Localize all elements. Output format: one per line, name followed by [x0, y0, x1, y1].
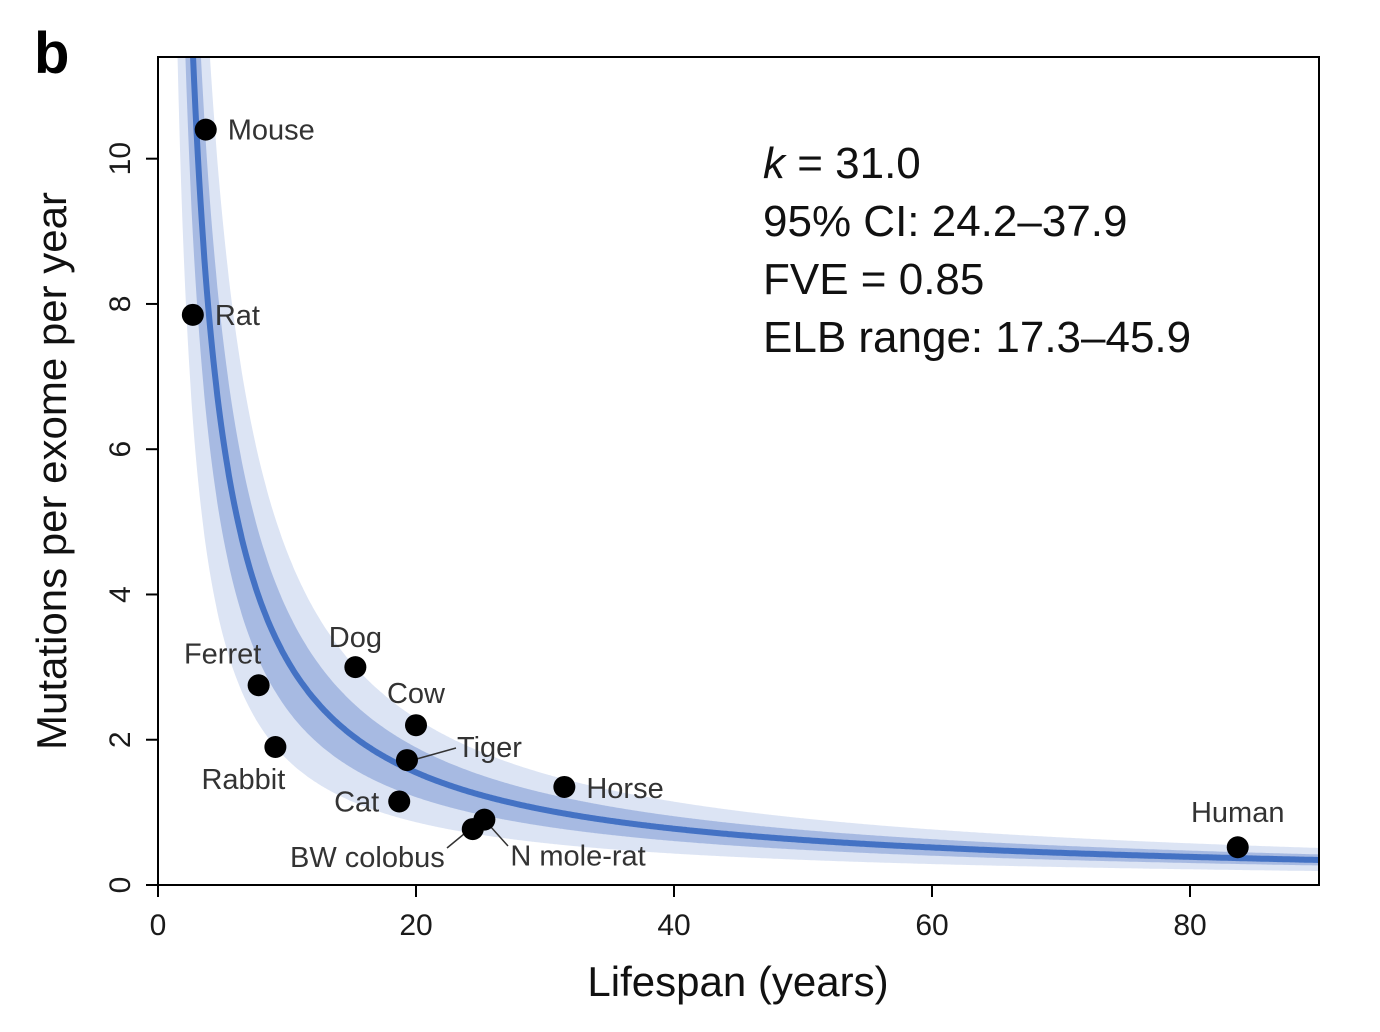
- fit-annotation: k = 31.0 95% CI: 24.2–37.9 FVE = 0.85 EL…: [763, 139, 1191, 362]
- point-rabbit: [264, 736, 287, 758]
- y-tick-label: 0: [104, 877, 137, 894]
- label-tiger: Tiger: [457, 732, 522, 764]
- n-mole-rat-leader: [489, 825, 509, 847]
- label-cat: Cat: [334, 786, 379, 818]
- x-tick-label: 80: [1173, 909, 1206, 942]
- tiger-leader: [412, 747, 457, 761]
- confidence-interval-line: 95% CI: 24.2–37.9: [763, 197, 1127, 246]
- point-ferret: [247, 674, 270, 697]
- point-cat: [388, 790, 411, 813]
- point-human: [1226, 836, 1249, 859]
- x-axis: 0 20 40 60 80: [150, 885, 1207, 942]
- x-tick-label: 60: [915, 909, 948, 942]
- label-n-mole-rat: N mole-rat: [510, 841, 645, 873]
- fit-curve: [190, 57, 1319, 863]
- panel-label: b: [34, 21, 69, 86]
- point-tiger: [395, 749, 418, 772]
- fve-line: FVE = 0.85: [763, 255, 984, 304]
- confidence-interval-band: [185, 57, 1319, 866]
- label-ferret: Ferret: [184, 638, 261, 670]
- label-human: Human: [1191, 797, 1285, 829]
- plot-frame: [157, 56, 1320, 886]
- y-tick-label: 2: [104, 731, 137, 748]
- y-axis: 0 2 4 6 8 10: [104, 142, 158, 893]
- y-tick-label: 8: [104, 296, 137, 313]
- elb-range-line: ELB range: 17.3–45.9: [763, 313, 1191, 362]
- label-bw-colobus: BW colobus: [290, 842, 445, 874]
- point-dog: [344, 656, 367, 679]
- label-dog: Dog: [329, 622, 382, 654]
- y-axis-title: Mutations per exome per year: [28, 192, 75, 750]
- point-cow: [405, 714, 427, 737]
- x-axis-title: Lifespan (years): [587, 958, 888, 1005]
- y-tick-label: 10: [104, 142, 137, 175]
- y-tick-label: 4: [104, 586, 137, 603]
- point-mouse: [194, 118, 217, 141]
- x-tick-label: 40: [657, 909, 690, 942]
- label-horse: Horse: [586, 773, 663, 805]
- label-cow: Cow: [387, 678, 446, 710]
- y-tick-label: 6: [104, 441, 137, 458]
- data-points: [181, 118, 1249, 859]
- label-leader-lines: [412, 747, 509, 849]
- point-horse: [553, 775, 576, 798]
- x-tick-label: 20: [399, 909, 432, 942]
- label-rabbit: Rabbit: [201, 764, 285, 796]
- bw-colobus-leader: [446, 833, 465, 849]
- point-rat: [181, 303, 204, 326]
- label-rat: Rat: [215, 300, 260, 332]
- x-tick-label: 0: [150, 909, 167, 942]
- point-n-mole-rat: [473, 808, 496, 831]
- k-value-line: k = 31.0: [763, 139, 921, 188]
- label-mouse: Mouse: [228, 115, 315, 147]
